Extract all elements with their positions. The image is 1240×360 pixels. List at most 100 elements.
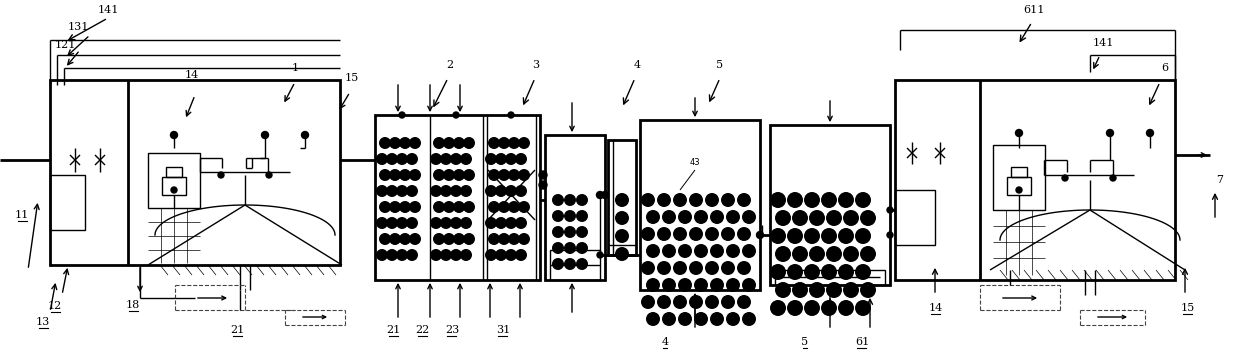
Circle shape	[405, 217, 418, 229]
Bar	[775, 270, 885, 285]
Circle shape	[808, 210, 825, 226]
Circle shape	[577, 242, 588, 254]
Circle shape	[489, 233, 500, 245]
Circle shape	[577, 194, 588, 206]
Circle shape	[171, 187, 177, 193]
Circle shape	[804, 300, 820, 316]
Bar	[50, 80, 340, 265]
Circle shape	[405, 249, 418, 261]
Text: 141: 141	[1092, 38, 1114, 48]
Bar	[640, 120, 760, 290]
Circle shape	[495, 153, 507, 165]
Circle shape	[440, 185, 453, 197]
Circle shape	[792, 282, 808, 298]
Circle shape	[460, 185, 472, 197]
Circle shape	[615, 229, 629, 243]
Circle shape	[657, 261, 671, 275]
Circle shape	[453, 201, 465, 213]
Text: 611: 611	[1023, 5, 1044, 15]
Circle shape	[443, 169, 455, 181]
Circle shape	[453, 233, 465, 245]
Circle shape	[725, 278, 740, 292]
Text: 22: 22	[415, 325, 429, 335]
Circle shape	[711, 244, 724, 258]
Circle shape	[376, 217, 388, 229]
Circle shape	[737, 227, 751, 241]
Circle shape	[821, 264, 837, 280]
Circle shape	[1016, 187, 1022, 193]
Circle shape	[440, 153, 453, 165]
Circle shape	[770, 192, 786, 208]
Circle shape	[657, 295, 671, 309]
Circle shape	[577, 226, 588, 238]
Circle shape	[706, 261, 719, 275]
Circle shape	[787, 300, 804, 316]
Circle shape	[1016, 130, 1023, 136]
Circle shape	[657, 227, 671, 241]
Circle shape	[856, 228, 870, 244]
Circle shape	[443, 201, 455, 213]
Circle shape	[552, 194, 564, 206]
Circle shape	[450, 185, 463, 197]
Circle shape	[804, 192, 820, 208]
Circle shape	[505, 185, 517, 197]
Bar	[895, 190, 935, 245]
Text: 4: 4	[661, 337, 668, 347]
Circle shape	[399, 201, 410, 213]
Text: 7: 7	[1216, 175, 1224, 185]
Circle shape	[389, 169, 401, 181]
Circle shape	[673, 295, 687, 309]
Circle shape	[564, 258, 577, 270]
Circle shape	[409, 169, 422, 181]
Circle shape	[564, 226, 577, 238]
Circle shape	[262, 131, 269, 139]
Bar	[374, 115, 539, 280]
Circle shape	[539, 171, 547, 179]
Circle shape	[856, 264, 870, 280]
Circle shape	[821, 300, 837, 316]
Bar	[50, 175, 86, 230]
Circle shape	[725, 312, 740, 326]
Circle shape	[515, 185, 527, 197]
Circle shape	[453, 169, 465, 181]
Circle shape	[775, 210, 791, 226]
Circle shape	[564, 242, 577, 254]
Circle shape	[433, 233, 445, 245]
Circle shape	[615, 211, 629, 225]
Circle shape	[498, 137, 510, 149]
Circle shape	[657, 193, 671, 207]
Circle shape	[1110, 175, 1116, 181]
Circle shape	[495, 185, 507, 197]
Text: 43: 43	[689, 158, 701, 167]
Text: 1: 1	[291, 63, 299, 73]
Circle shape	[453, 137, 465, 149]
Circle shape	[838, 228, 854, 244]
Circle shape	[515, 217, 527, 229]
Circle shape	[409, 201, 422, 213]
Circle shape	[518, 137, 529, 149]
Circle shape	[826, 246, 842, 262]
Bar	[608, 140, 636, 255]
Circle shape	[552, 226, 564, 238]
Circle shape	[838, 192, 854, 208]
Circle shape	[804, 228, 820, 244]
Circle shape	[689, 261, 703, 275]
Circle shape	[399, 112, 405, 118]
Circle shape	[678, 210, 692, 224]
Bar	[1007, 177, 1030, 195]
Circle shape	[552, 242, 564, 254]
Bar	[551, 250, 600, 280]
Circle shape	[694, 312, 708, 326]
Circle shape	[396, 153, 408, 165]
Circle shape	[742, 244, 756, 258]
Circle shape	[861, 246, 875, 262]
Circle shape	[662, 244, 676, 258]
Text: 4: 4	[634, 60, 641, 70]
Circle shape	[787, 192, 804, 208]
Circle shape	[489, 201, 500, 213]
Circle shape	[498, 233, 510, 245]
Circle shape	[694, 244, 708, 258]
Circle shape	[678, 312, 692, 326]
Circle shape	[440, 217, 453, 229]
Circle shape	[386, 217, 398, 229]
